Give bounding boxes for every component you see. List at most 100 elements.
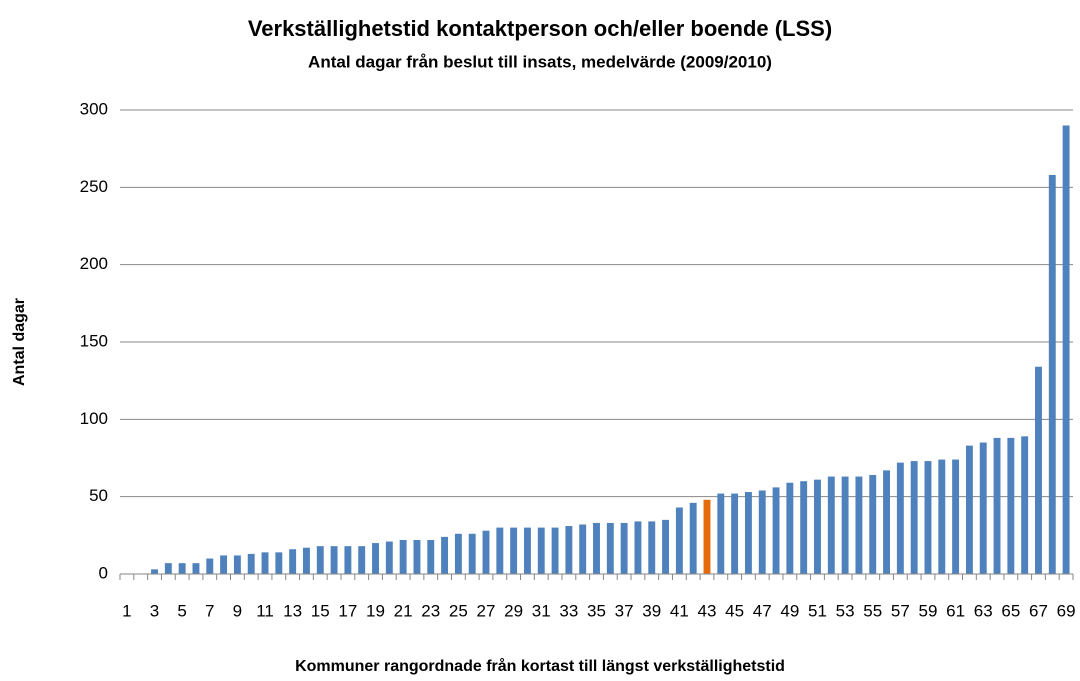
bar [358,546,366,574]
bar [537,527,545,574]
chart-title: Verkställighetstid kontaktperson och/ell… [248,16,832,41]
bar [275,552,283,574]
bar [565,526,573,574]
x-tick-label: 31 [532,601,551,620]
x-tick-label: 69 [1057,601,1076,620]
x-tick-label: 49 [780,601,799,620]
bar [247,553,255,574]
x-tick-label: 37 [615,601,634,620]
bar [192,563,200,574]
x-tick-label: 13 [283,601,302,620]
x-tick-label: 25 [449,601,468,620]
bar [924,461,932,574]
x-tick-label: 19 [366,601,385,620]
x-tick-label: 7 [205,601,214,620]
bar [164,563,172,574]
bar [648,521,656,574]
y-tick-label: 300 [80,99,108,118]
bar [551,527,559,574]
bar [800,481,808,574]
bar [1035,366,1042,574]
x-tick-label: 33 [559,601,578,620]
x-tick-label: 55 [863,601,882,620]
bar [468,533,476,574]
x-tick-label: 61 [946,601,965,620]
x-tick-label: 47 [753,601,772,620]
bar [1062,125,1070,574]
bar [938,459,946,574]
bar [952,459,960,574]
bar [510,527,518,574]
bar [758,490,766,574]
x-tick-label: 53 [836,601,855,620]
x-tick-label: 67 [1029,601,1048,620]
x-tick-label: 15 [311,601,330,620]
bar [993,437,1001,574]
x-tick-label: 35 [587,601,606,620]
x-axis-label: Kommuner rangordnade från kortast till l… [295,657,785,675]
bar [703,499,711,574]
bar [1007,437,1015,574]
bar [316,546,324,574]
x-tick-label: 27 [477,601,496,620]
bar [965,445,973,574]
x-tick-label: 51 [808,601,827,620]
y-tick-label: 100 [80,409,108,428]
bar [206,558,214,574]
y-tick-label: 50 [89,486,108,505]
bar [979,442,987,574]
x-tick-label: 43 [698,601,717,620]
bar [496,527,504,574]
x-tick-label: 9 [233,601,242,620]
bar [869,475,877,574]
bar [385,541,393,574]
bar [827,476,835,574]
bar [441,536,449,574]
bar [910,461,918,574]
bar [814,479,821,574]
y-tick-label: 150 [80,331,108,350]
x-tick-label: 11 [256,601,274,620]
bar [289,549,297,574]
bar [1021,436,1029,574]
bar [330,546,338,574]
x-tick-label: 59 [919,601,938,620]
bar [896,462,904,574]
x-tick-label: 21 [394,601,413,620]
bar [399,539,407,574]
x-tick-label: 57 [891,601,910,620]
x-tick-label: 5 [177,601,186,620]
x-tick-label: 39 [642,601,661,620]
bar [883,470,890,574]
x-tick-label: 45 [725,601,744,620]
bar [620,522,628,574]
x-tick-label: 41 [670,601,689,620]
bar [841,476,849,574]
x-tick-label: 23 [421,601,440,620]
x-tick-label: 17 [338,601,357,620]
y-tick-label: 200 [80,254,108,273]
x-tick-label: 29 [504,601,523,620]
bar [855,476,863,574]
bar [689,502,697,574]
bar [579,524,587,574]
bar [303,547,310,574]
bar [261,552,269,574]
bar [744,492,752,574]
bar [717,493,725,574]
x-tick-label: 63 [974,601,993,620]
bar [220,555,228,574]
bar [427,539,435,574]
bar [606,522,614,574]
bar [675,507,683,574]
x-tick-label: 65 [1001,601,1020,620]
bar [662,519,670,574]
bar [523,527,531,574]
y-tick-label: 250 [80,177,108,196]
bar [178,563,186,574]
bar [233,555,241,574]
bar [482,530,490,574]
bar [634,521,642,574]
bar [731,493,739,574]
